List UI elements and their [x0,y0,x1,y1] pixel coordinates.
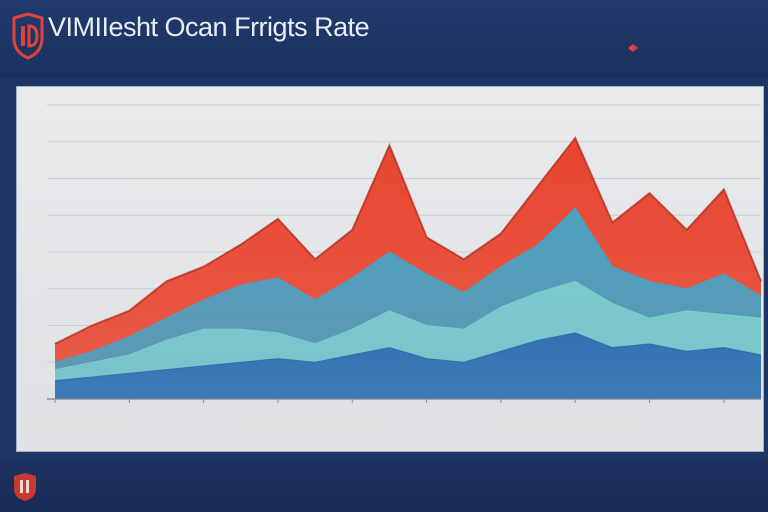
shield-logo-icon [14,473,36,501]
series-line [54,332,762,382]
series-line [54,280,762,371]
series-line [54,136,762,345]
series-line [54,207,762,363]
page-title: VIMIIesht Ocan Frrigts Rate [48,12,370,42]
area-chart [47,104,762,403]
series-area [55,332,761,399]
header-bar: VIMIIesht Ocan Frrigts Rate [0,0,768,78]
footer-bar [0,458,768,512]
chart-panel [16,86,764,452]
shield-logo-icon [12,12,44,60]
legend-red-marker-icon [628,44,638,52]
